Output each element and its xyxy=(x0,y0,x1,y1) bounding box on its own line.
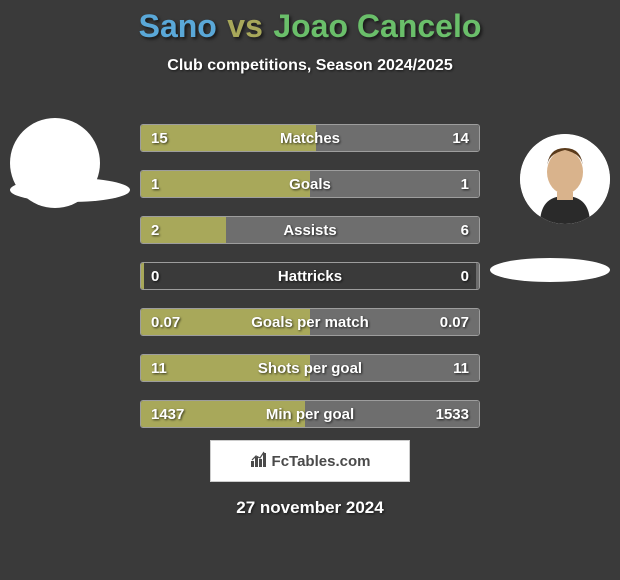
bar-label: Matches xyxy=(141,125,479,152)
bar-row: 00Hattricks xyxy=(140,262,480,290)
bar-row: 1111Shots per goal xyxy=(140,354,480,382)
bar-row: 26Assists xyxy=(140,216,480,244)
bar-label: Shots per goal xyxy=(141,355,479,382)
bar-label: Assists xyxy=(141,217,479,244)
bars-icon xyxy=(250,450,268,473)
fctables-logo: FcTables.com xyxy=(210,440,410,482)
comparison-date: 27 november 2024 xyxy=(0,498,620,518)
player-right-avatar xyxy=(520,134,610,224)
bar-label: Min per goal xyxy=(141,401,479,428)
bar-row: 11Goals xyxy=(140,170,480,198)
bar-row: 1514Matches xyxy=(140,124,480,152)
fctables-logo-text: FcTables.com xyxy=(272,453,371,470)
bar-row: 14371533Min per goal xyxy=(140,400,480,428)
bar-label: Goals xyxy=(141,171,479,198)
bar-row: 0.070.07Goals per match xyxy=(140,308,480,336)
bar-label: Goals per match xyxy=(141,309,479,336)
player-right-name: Joao Cancelo xyxy=(273,8,481,44)
player-right-photo-icon xyxy=(520,134,610,224)
player-right-ellipse xyxy=(490,258,610,282)
comparison-subtitle: Club competitions, Season 2024/2025 xyxy=(0,57,620,75)
comparison-bars: 1514Matches 11Goals 26Assists 00Hattricks 0.… xyxy=(140,124,480,446)
vs-text: vs xyxy=(227,8,263,44)
bar-label: Hattricks xyxy=(141,263,479,290)
player-left-name: Sano xyxy=(139,8,217,44)
player-left-ellipse xyxy=(10,178,130,202)
comparison-title: Sano vs Joao Cancelo xyxy=(0,0,620,45)
